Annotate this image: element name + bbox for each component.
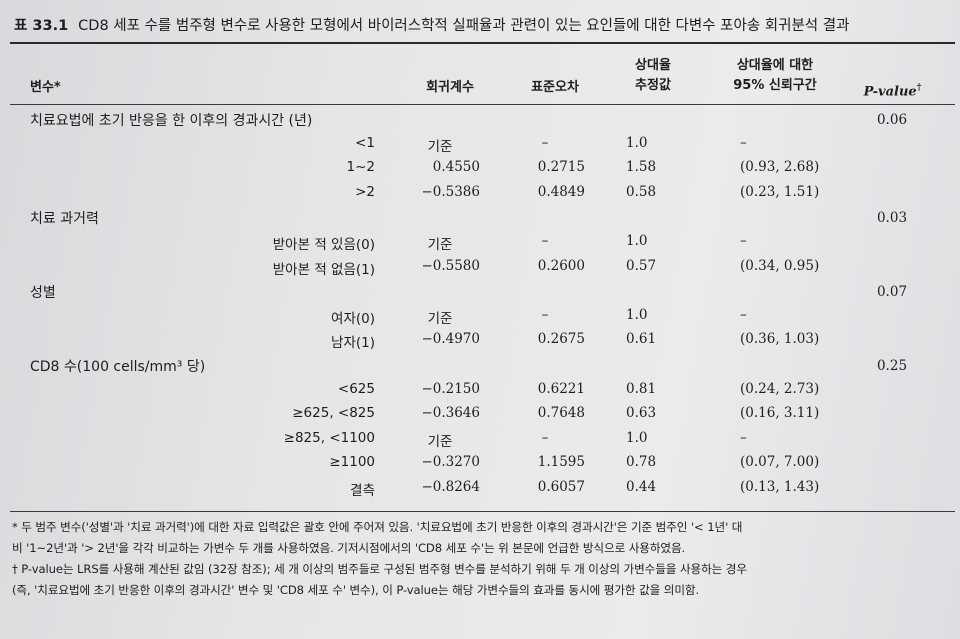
cell-ci: (0.16, 3.11)	[740, 405, 820, 422]
cell-rr: 1.0	[626, 429, 648, 446]
header-coef: 회귀계수	[426, 80, 474, 95]
header-rr-line2: 추정값	[635, 78, 671, 93]
cell-se: –	[541, 134, 549, 151]
row-label: ≥825, <1100	[283, 429, 375, 446]
cell-se: –	[541, 306, 549, 323]
footnote-line-1: * 두 범주 변수('성별'과 '치료 과거력')에 대한 자료 입력값은 괄호…	[12, 520, 743, 534]
cell-rr: 1.0	[626, 134, 648, 151]
cell-ci: (0.13, 1.43)	[740, 479, 820, 495]
cell-coef: 0.4550	[432, 159, 480, 176]
cell-rr: 0.58	[626, 183, 657, 200]
cell-ci: (0.34, 0.95)	[740, 257, 820, 274]
cell-ci: –	[740, 134, 747, 151]
header-p-label: P-value	[863, 84, 917, 100]
cell-rr: 1.0	[626, 233, 648, 249]
row-label: 결측	[350, 483, 375, 499]
row-label: 남자(1)	[331, 335, 375, 352]
cell-ci: (0.23, 1.51)	[740, 183, 820, 200]
row-label: >2	[355, 183, 375, 200]
cell-se: 0.2675	[537, 331, 585, 348]
cell-ci: (0.07, 7.00)	[740, 454, 820, 471]
cell-se: 0.2600	[537, 257, 585, 274]
top-rule	[10, 42, 955, 44]
row-label: 받아본 적 없음(1)	[272, 261, 375, 278]
section-title: 치료 과거력	[30, 211, 99, 228]
section-p-value: 0.07	[876, 284, 908, 301]
cell-rr: 0.63	[626, 405, 657, 422]
cell-se: –	[541, 233, 549, 249]
section-title: 치료요법에 초기 반응을 한 이후의 경과시간 (년)	[30, 113, 313, 129]
cell-se: 0.7648	[537, 405, 585, 422]
cell-se: 0.6221	[537, 380, 585, 397]
header-p-mark: †	[916, 83, 922, 93]
cell-coef: 기준	[427, 138, 453, 155]
header-ci-line1: 상대율에 대한	[736, 58, 814, 73]
header-rr-line1: 상대율	[635, 58, 671, 73]
cell-ci: –	[740, 429, 747, 446]
section-p-value: 0.03	[876, 210, 908, 227]
cell-coef: 기준	[427, 237, 453, 253]
header-ci: 상대율에 대한 95% 신뢰구간	[705, 56, 845, 96]
row-label: <625	[337, 380, 375, 397]
header-rr: 상대율 추정값	[608, 56, 698, 96]
cell-se: 0.6057	[537, 479, 585, 495]
footnote-line-2: 비 '1~2년'과 '> 2년'을 각각 비교하는 가변수 두 개를 사용하였음…	[12, 541, 686, 555]
cell-ci: –	[740, 233, 747, 249]
table-title: CD8 세포 수를 범주형 변수로 사용한 모형에서 바이러스학적 실패율과 관…	[78, 18, 850, 34]
table-label: 표 33.1	[14, 18, 69, 34]
header-ci-line2: 95% 신뢰구간	[733, 78, 817, 93]
footnote-line-4: (즉, '치료요법에 초기 반응한 이후의 경과시간' 변수 및 'CD8 세포…	[12, 583, 700, 597]
cell-ci: –	[740, 306, 747, 323]
cell-se: 1.1595	[537, 454, 585, 471]
cell-rr: 1.0	[626, 306, 648, 323]
cell-ci: (0.36, 1.03)	[740, 331, 820, 348]
cell-ci: (0.24, 2.73)	[740, 380, 820, 397]
cell-coef: −0.5580	[421, 257, 480, 274]
cell-se: 0.4849	[537, 183, 585, 200]
row-label: ≥625, <825	[292, 405, 375, 422]
cell-coef: −0.3646	[421, 405, 480, 422]
row-label: 받아본 적 있음(0)	[272, 237, 375, 253]
cell-coef: 기준	[427, 310, 453, 327]
header-rule	[10, 104, 955, 105]
footnote-line-3: † P-value는 LRS를 사용해 계산된 값임 (32장 참조); 세 개…	[12, 562, 747, 576]
section-title: 성별	[30, 285, 56, 302]
header-variable: 변수*	[30, 80, 61, 95]
cell-se: 0.2715	[537, 159, 585, 176]
section-p-value: 0.06	[876, 112, 908, 128]
cell-coef: −0.8264	[421, 479, 480, 495]
cell-rr: 0.44	[626, 479, 657, 495]
cell-coef: −0.2150	[421, 380, 480, 397]
cell-coef: −0.3270	[421, 454, 480, 471]
cell-rr: 0.61	[626, 331, 657, 348]
header-se: 표준오차	[531, 80, 579, 95]
cell-rr: 0.81	[626, 380, 657, 397]
table-caption: 표 33.1 CD8 세포 수를 범주형 변수로 사용한 모형에서 바이러스학적 …	[14, 14, 954, 35]
cell-rr: 1.58	[626, 159, 657, 176]
cell-rr: 0.57	[626, 257, 657, 274]
cell-rr: 0.78	[626, 454, 657, 471]
row-label: <1	[355, 134, 375, 151]
section-title: CD8 수(100 cells/mm³ 당)	[30, 359, 206, 375]
cell-ci: (0.93, 2.68)	[740, 159, 820, 176]
row-label: 여자(0)	[331, 310, 375, 327]
section-p-value: 0.25	[876, 358, 908, 374]
cell-coef: 기준	[427, 433, 453, 450]
cell-se: –	[541, 429, 549, 446]
row-label: ≥1100	[329, 454, 375, 471]
header-p: P-value†	[845, 78, 940, 102]
cell-coef: −0.4970	[421, 331, 480, 348]
cell-coef: −0.5386	[421, 183, 480, 200]
bottom-rule	[10, 511, 955, 512]
row-label: 1~2	[346, 159, 376, 176]
